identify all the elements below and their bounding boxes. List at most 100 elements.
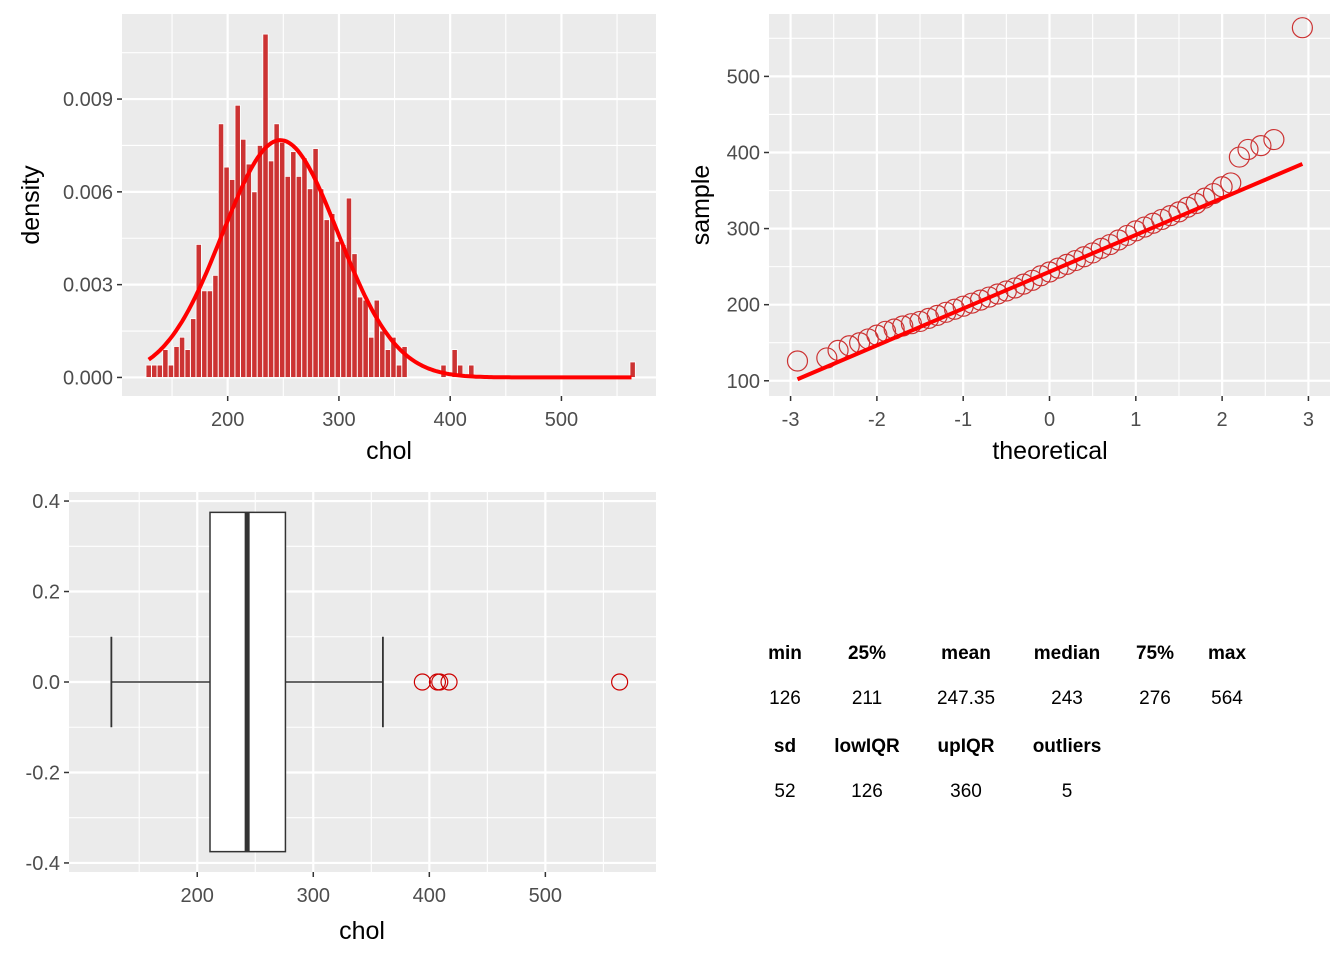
histogram-bar [245,163,252,378]
stats-header-cell: max [1208,643,1246,664]
boxplot-y-tick-label: 0.4 [32,491,60,513]
stats-header-cell: upIQR [938,736,995,757]
boxplot-x-axis-label: chol [339,917,385,945]
histogram-bar [384,349,391,378]
boxplot-x-tick-label: 200 [181,885,214,907]
qq-point [1073,246,1095,268]
histogram-bar [395,364,403,378]
stats-value-cell: 360 [950,781,982,802]
histogram-y-tick-label: 0.009 [63,89,113,111]
histogram-bar [190,318,197,378]
qq-point [1291,17,1313,39]
histogram-bar [379,330,386,378]
histogram-bar [240,138,247,378]
qq-point [900,313,923,335]
qq-x-axis-label: theoretical [992,437,1107,465]
histogram-y-tick-label: 0.003 [63,275,113,297]
stats-header-cell: min [768,643,802,664]
qq-x-tick-label: 3 [1303,409,1314,431]
stats-value-cell: 276 [1139,688,1171,709]
histogram-y-tick-label: 0.006 [63,182,113,204]
histogram-bar [279,141,286,378]
qq-y-tick-label: 100 [727,371,760,393]
histogram-bar [206,290,213,378]
histogram-y-axis-label: density [17,165,45,245]
qq-point [786,350,809,372]
stats-header-cell: 75% [1136,643,1174,664]
stats-header-cell: outliers [1033,736,1102,757]
histogram-bar [167,364,175,378]
boxplot-outliers [413,673,629,691]
histogram-bar [368,336,375,378]
histogram-bar [306,188,314,378]
qq-x-tick-label: -3 [782,409,800,431]
boxplot-y-tick-label: -0.2 [26,762,60,784]
histogram-bar [301,157,308,378]
histogram-bar [268,160,275,378]
stats-value-cell: 126 [851,781,883,802]
histogram-bar [201,290,208,378]
qq-point [1237,138,1259,161]
qq-point [1013,273,1035,295]
histogram-x-tick-label: 200 [211,409,244,431]
histogram-bar [357,296,364,378]
outlier-point [440,673,458,691]
histogram-bar [256,145,264,378]
histogram-panel: 200 300 400 500 0.000 0.003 0.006 0.009 chol de… [17,14,656,465]
boxplot-box [110,511,384,853]
stats-header-cell: median [1034,643,1101,664]
histogram-bar [212,274,219,378]
outlier-point [431,673,449,691]
histogram-bar [173,346,180,378]
stats-value-cell: 247.35 [937,688,995,709]
histogram-bar [162,349,169,378]
qq-y-tick-label: 500 [727,66,760,88]
histogram-bar [145,364,152,378]
qq-point [1250,135,1272,157]
stats-value-cell: 564 [1211,688,1243,709]
qq-point [1228,146,1250,168]
histogram-bar [629,361,636,378]
histogram-bar [284,175,291,378]
histogram-bar [273,123,280,378]
stats-header-cell: lowIQR [834,736,900,757]
histogram-bar [345,197,353,378]
boxplot-x-tick-label: 400 [413,885,446,907]
stats-value-cell: 243 [1051,688,1083,709]
histogram-bar [223,166,230,378]
histogram-bar [151,364,158,378]
stats-value-cell: 52 [774,781,795,802]
qq-x-tick-label: -1 [954,409,972,431]
histogram-bar [390,336,397,378]
stats-value-cell: 211 [852,688,882,709]
histogram-bar [329,213,336,378]
histogram-bar [340,244,347,378]
stats-header-cell: mean [941,643,991,664]
stats-header-cell: 25% [848,643,886,664]
qq-panel: -3 -2 -1 0 1 2 3 100 200 300 400 500 theoretical sa… [687,14,1330,465]
histogram-x-axis-label: chol [366,437,412,465]
histogram-bar [156,364,163,378]
histogram-bar [323,219,330,378]
boxplot-x-tick-label: 300 [297,885,330,907]
outlier-point [413,673,431,691]
histogram-bar [290,151,297,378]
histogram-bar [295,175,302,378]
histogram-bar [334,240,341,378]
boxplot-panel: 200 300 400 500 -0.4 -0.2 0.0 0.2 0.4 chol [26,491,656,945]
qq-point [1263,128,1285,151]
qq-x-tick-label: 0 [1044,409,1055,431]
qq-x-tick-label: -2 [868,409,886,431]
boxplot-x-tick-label: 500 [529,885,562,907]
histogram-bar [179,336,186,378]
stats-value-cell: 5 [1062,781,1073,802]
histogram-bars [145,33,636,378]
stats-header-cell: sd [774,736,796,757]
boxplot-y-tick-label: 0.0 [32,672,60,694]
histogram-bar [184,349,191,378]
summary-stats-table: min 25% mean median 75% max 126 211 247.35 243 276… [768,643,1246,802]
histogram-bar [401,346,408,378]
histogram-y-tick-label: 0.000 [63,367,113,389]
histogram-bar [234,104,241,378]
